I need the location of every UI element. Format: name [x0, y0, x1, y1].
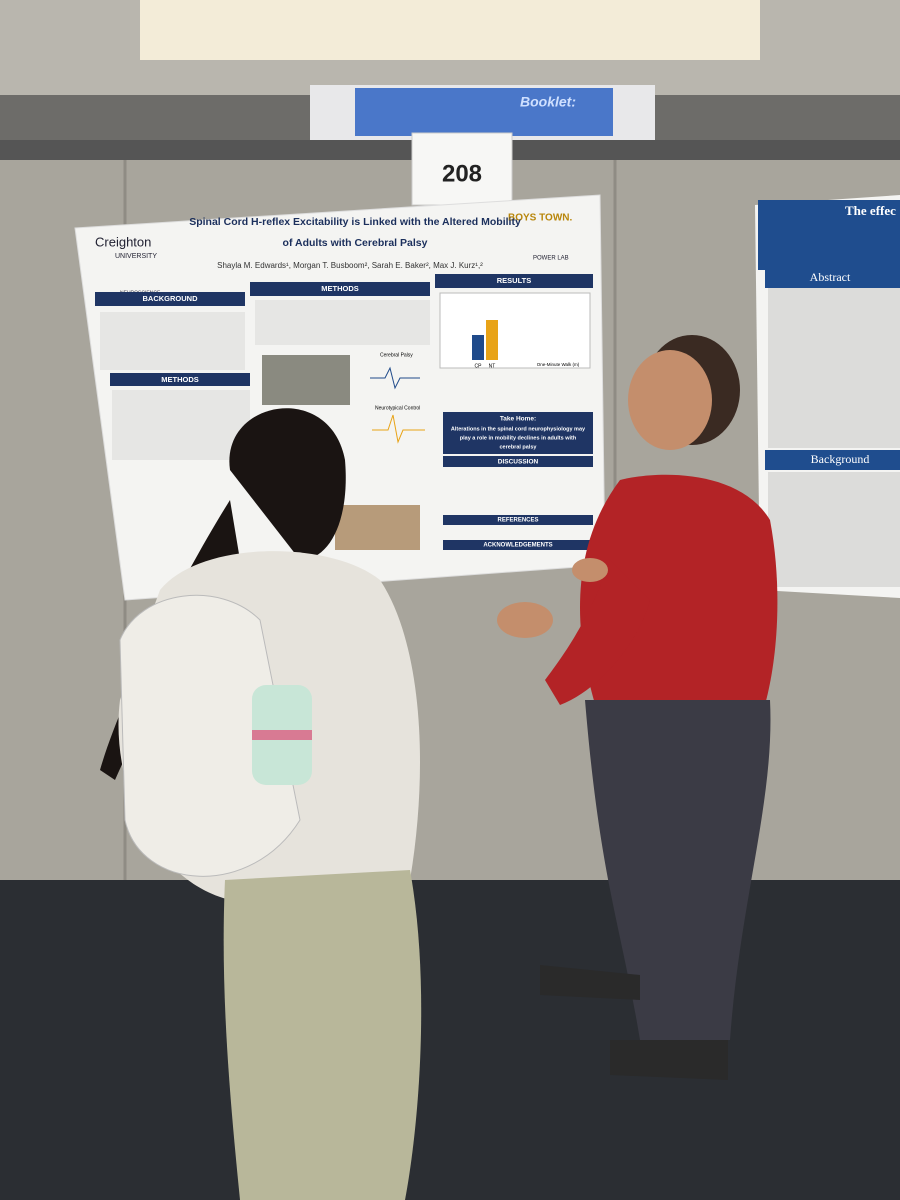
figure: [439, 292, 591, 369]
logo: Creighton: [95, 234, 151, 249]
booth-number: 208: [442, 160, 482, 187]
text-block: [112, 390, 250, 460]
shoe: [540, 965, 640, 1000]
shoe: [610, 1040, 728, 1080]
photo: [335, 505, 420, 550]
section-heading: ACKNOWLEDGEMENTS: [483, 543, 552, 549]
poster-title: of Adults with Cerebral Palsy: [283, 237, 428, 249]
section-heading: REFERENCES: [497, 518, 538, 524]
carpet: [0, 880, 900, 1200]
ceiling-light: [140, 0, 760, 60]
section-heading: DISCUSSION: [498, 459, 539, 466]
photo: [262, 355, 350, 405]
logo: UNIVERSITY: [115, 253, 157, 260]
side-title: The effec: [845, 203, 896, 218]
pants: [585, 700, 771, 1040]
bottle-band: [252, 730, 312, 740]
section-bar: [435, 274, 593, 288]
figure-label: Neurotypical Control: [375, 405, 420, 411]
trace: [372, 414, 425, 444]
figure-bar: [486, 320, 498, 360]
take-home-box: [443, 412, 593, 454]
section-heading: Background: [811, 452, 870, 466]
figure-label: NT: [489, 363, 496, 369]
section-heading: Abstract: [810, 270, 851, 284]
figure-label: One-Minute Walk (m): [537, 362, 580, 367]
section-bar: [250, 282, 430, 296]
section-bar: [443, 515, 593, 525]
section-bar: [110, 373, 250, 386]
section-bar: [765, 450, 900, 470]
blouse: [580, 474, 778, 720]
figure-label: Cerebral Palsy: [380, 352, 413, 358]
text-block: [768, 472, 900, 587]
section-bar: [443, 456, 593, 467]
text-block: [100, 312, 245, 370]
logo: BOYS TOWN.: [508, 213, 572, 224]
section-heading: BACKGROUND: [143, 294, 199, 303]
pants: [223, 870, 422, 1200]
text-block: [255, 300, 430, 345]
take-home-text: cerebral palsy: [500, 444, 538, 450]
section-heading: METHODS: [321, 284, 359, 293]
figure-bar: [472, 335, 484, 360]
logo: POWER LAB: [533, 256, 569, 262]
take-home-label: Take Home:: [500, 416, 536, 423]
section-heading: METHODS: [161, 375, 199, 384]
face: [628, 350, 712, 450]
screen: [355, 88, 613, 136]
text-block: [768, 288, 900, 448]
figure-label: CP: [475, 363, 483, 369]
section-heading: RESULTS: [497, 276, 531, 285]
poster-title: Spinal Cord H-reflex Excitability is Lin…: [189, 216, 521, 228]
hand: [497, 602, 553, 638]
screen-text: Booklet:: [520, 94, 576, 110]
take-home-text: play a role in mobility declines in adul…: [460, 435, 577, 441]
trace: [370, 366, 420, 390]
take-home-text: Alterations in the spinal cord neurophys…: [451, 426, 586, 432]
backpack: [119, 594, 301, 877]
section-bar: [443, 540, 593, 550]
side-header: [758, 200, 900, 270]
authors: Shayla M. Edwards¹, Morgan T. Busboom², …: [217, 261, 483, 270]
section-bar: [765, 268, 900, 288]
sleeve: [545, 560, 650, 705]
section-bar: [95, 292, 245, 306]
hair: [229, 408, 346, 560]
hand: [572, 558, 608, 582]
